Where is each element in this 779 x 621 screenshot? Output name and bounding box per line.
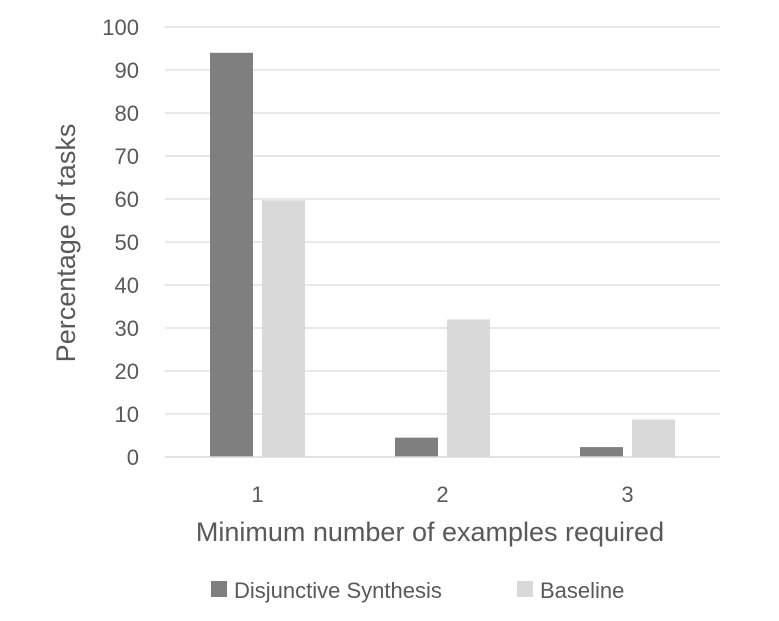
legend-swatch xyxy=(517,581,533,597)
y-tick-label: 0 xyxy=(127,445,139,470)
bars xyxy=(210,52,675,458)
y-tick-label: 50 xyxy=(115,230,139,255)
legend-label: Baseline xyxy=(540,578,624,603)
x-axis-title: Minimum number of examples required xyxy=(196,517,664,547)
y-tick-label: 20 xyxy=(115,359,139,384)
y-tick-label: 40 xyxy=(115,273,139,298)
legend-label: Disjunctive Synthesis xyxy=(234,578,442,603)
bar-baseline-3 xyxy=(632,419,675,457)
x-tick-label: 1 xyxy=(251,482,263,507)
bar-baseline-1 xyxy=(262,200,305,458)
bar-disjunctive-3 xyxy=(580,447,623,457)
legend: Disjunctive Synthesis Baseline xyxy=(211,578,624,603)
bar-disjunctive-1 xyxy=(210,52,253,458)
legend-swatch xyxy=(211,581,227,597)
y-tick-label: 70 xyxy=(115,144,139,169)
x-tick-label: 3 xyxy=(621,482,633,507)
y-axis-title: Percentage of tasks xyxy=(51,124,81,363)
y-tick-label: 30 xyxy=(115,316,139,341)
y-tick-label: 100 xyxy=(102,15,139,40)
y-tick-label: 90 xyxy=(115,58,139,83)
y-tick-label: 60 xyxy=(115,187,139,212)
x-tick-label: 2 xyxy=(436,482,448,507)
y-tick-label: 80 xyxy=(115,101,139,126)
x-tick-labels: 1 2 3 xyxy=(251,482,633,507)
bar-baseline-2 xyxy=(447,319,490,457)
gridlines xyxy=(165,26,720,415)
y-tick-labels: 0 10 20 30 40 50 60 70 80 90 100 xyxy=(102,15,139,470)
y-tick-label: 10 xyxy=(115,402,139,427)
bar-disjunctive-2 xyxy=(395,437,438,457)
